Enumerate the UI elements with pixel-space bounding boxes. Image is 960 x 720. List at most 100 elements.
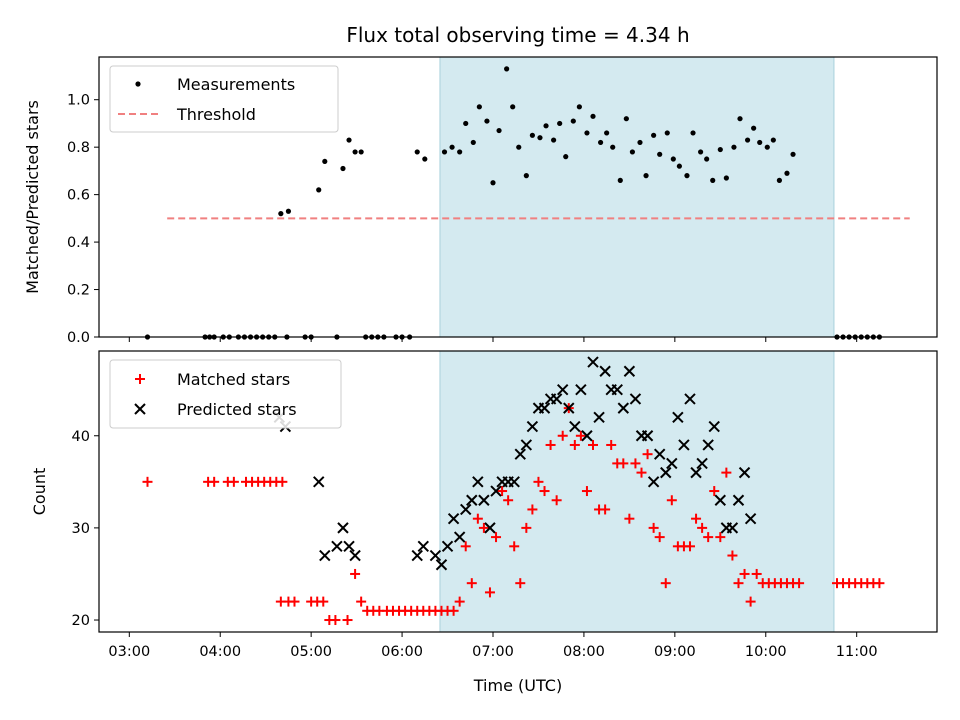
matched-star-point <box>709 486 720 497</box>
measurement-point <box>358 149 364 155</box>
measurement-point <box>422 156 428 162</box>
measurement-point <box>776 177 783 183</box>
measurement-point <box>576 104 582 110</box>
predicted-star-point <box>563 402 575 414</box>
count-points <box>142 356 885 626</box>
matched-star-point <box>142 476 153 487</box>
bottom-xtick-label: 11:00 <box>836 644 878 660</box>
matched-star-point <box>588 439 599 450</box>
matched-star-point <box>751 568 762 579</box>
predicted-star-point <box>550 393 563 405</box>
matched-star-point <box>660 578 671 589</box>
predicted-star-point <box>313 476 325 488</box>
top-ytick-label: 0.4 <box>67 235 90 251</box>
measurement-point <box>322 158 328 165</box>
predicted-star-point <box>411 549 423 562</box>
top-y-axis-label: Matched/Predicted stars <box>23 100 42 294</box>
predicted-star-point <box>617 402 630 414</box>
matched-star-point <box>636 467 647 478</box>
matched-star-point <box>448 605 459 616</box>
measurement-point <box>516 144 522 150</box>
measurement-point <box>476 104 482 110</box>
measurement-point <box>710 177 716 183</box>
predicted-star-point <box>690 466 702 479</box>
matched-star-point <box>545 439 556 450</box>
predicted-star-point <box>660 466 672 479</box>
bottom-y-axis-label: Count <box>30 468 49 516</box>
measurement-point <box>670 156 676 162</box>
matched-star-point <box>509 541 520 552</box>
measurement-point <box>557 120 563 127</box>
predicted-star-point <box>343 540 355 553</box>
measurement-point <box>751 125 757 131</box>
matched-star-point <box>581 486 592 497</box>
matched-star-point <box>733 578 744 589</box>
predicted-star-point <box>593 411 605 424</box>
matched-star-point <box>557 430 568 441</box>
predicted-star-point <box>478 494 490 506</box>
measurement-point <box>584 130 590 136</box>
legend-matched-label: Matched stars <box>177 370 290 389</box>
legend-frame <box>109 65 339 133</box>
matched-star-point <box>342 615 353 626</box>
bottom-xtick-label: 09:00 <box>654 644 696 660</box>
measurement-point <box>664 130 670 136</box>
predicted-star-point <box>744 512 757 525</box>
measurement-point <box>597 139 604 146</box>
matched-star-point <box>630 458 641 469</box>
bottom-xtick-label: 05:00 <box>290 644 332 660</box>
measurement-point <box>504 66 510 72</box>
measurement-point <box>657 151 663 157</box>
matched-star-point <box>497 486 508 497</box>
measurement-point <box>629 149 636 155</box>
matched-star-point <box>484 587 495 598</box>
predicted-star-point <box>453 531 466 543</box>
matched-star-point <box>642 449 653 460</box>
measurement-point <box>523 173 529 179</box>
chart-title: Flux total observing time = 4.34 h <box>346 23 689 47</box>
top-x-ticks <box>128 337 858 342</box>
predicted-star-point <box>696 457 708 470</box>
predicted-star-point <box>641 430 654 442</box>
predicted-star-point <box>611 383 623 396</box>
matched-star-point <box>478 522 489 533</box>
top-observing-window <box>439 56 835 338</box>
predicted-star-point <box>514 448 526 460</box>
predicted-star-point <box>526 420 539 433</box>
measurement-point <box>278 211 284 217</box>
predicted-star-point <box>447 512 460 525</box>
matched-star-point <box>691 513 702 524</box>
bottom-xtick-label: 06:00 <box>381 644 423 660</box>
measurement-point <box>346 137 352 143</box>
predicted-star-point <box>581 430 593 442</box>
predicted-star-point <box>569 420 581 433</box>
predicted-star-point <box>738 466 751 479</box>
measurement-point <box>563 154 569 160</box>
measurement-point <box>790 151 796 157</box>
measurement-point <box>490 180 496 186</box>
predicted-star-point <box>672 411 684 424</box>
measurement-point <box>551 137 557 143</box>
bottom-xtick-label: 07:00 <box>472 644 514 660</box>
measurement-point <box>757 139 763 146</box>
measurement-point <box>457 149 463 155</box>
matched-star-point <box>745 596 756 607</box>
matched-star-point <box>551 495 562 506</box>
bottom-ytick-label: 40 <box>72 429 90 445</box>
matched-star-point <box>727 550 738 561</box>
measurement-point <box>570 118 576 124</box>
top-y-ticks: 0.0 0.2 0.4 0.6 0.8 1.0 <box>67 93 99 346</box>
measurement-point <box>441 149 448 155</box>
matched-star-point <box>684 541 695 552</box>
legend-predicted-marker <box>134 403 146 415</box>
predicted-star-point <box>666 457 678 470</box>
matched-star-point <box>715 532 726 543</box>
legend-predicted-label: Predicted stars <box>177 400 297 419</box>
bottom-ytick-label: 20 <box>72 613 90 629</box>
measurement-point <box>529 132 535 138</box>
measurement-point <box>643 173 649 179</box>
matched-star-point <box>472 513 483 524</box>
predicted-star-point <box>726 522 739 534</box>
measurement-point <box>484 118 490 124</box>
measurement-point <box>623 116 629 122</box>
